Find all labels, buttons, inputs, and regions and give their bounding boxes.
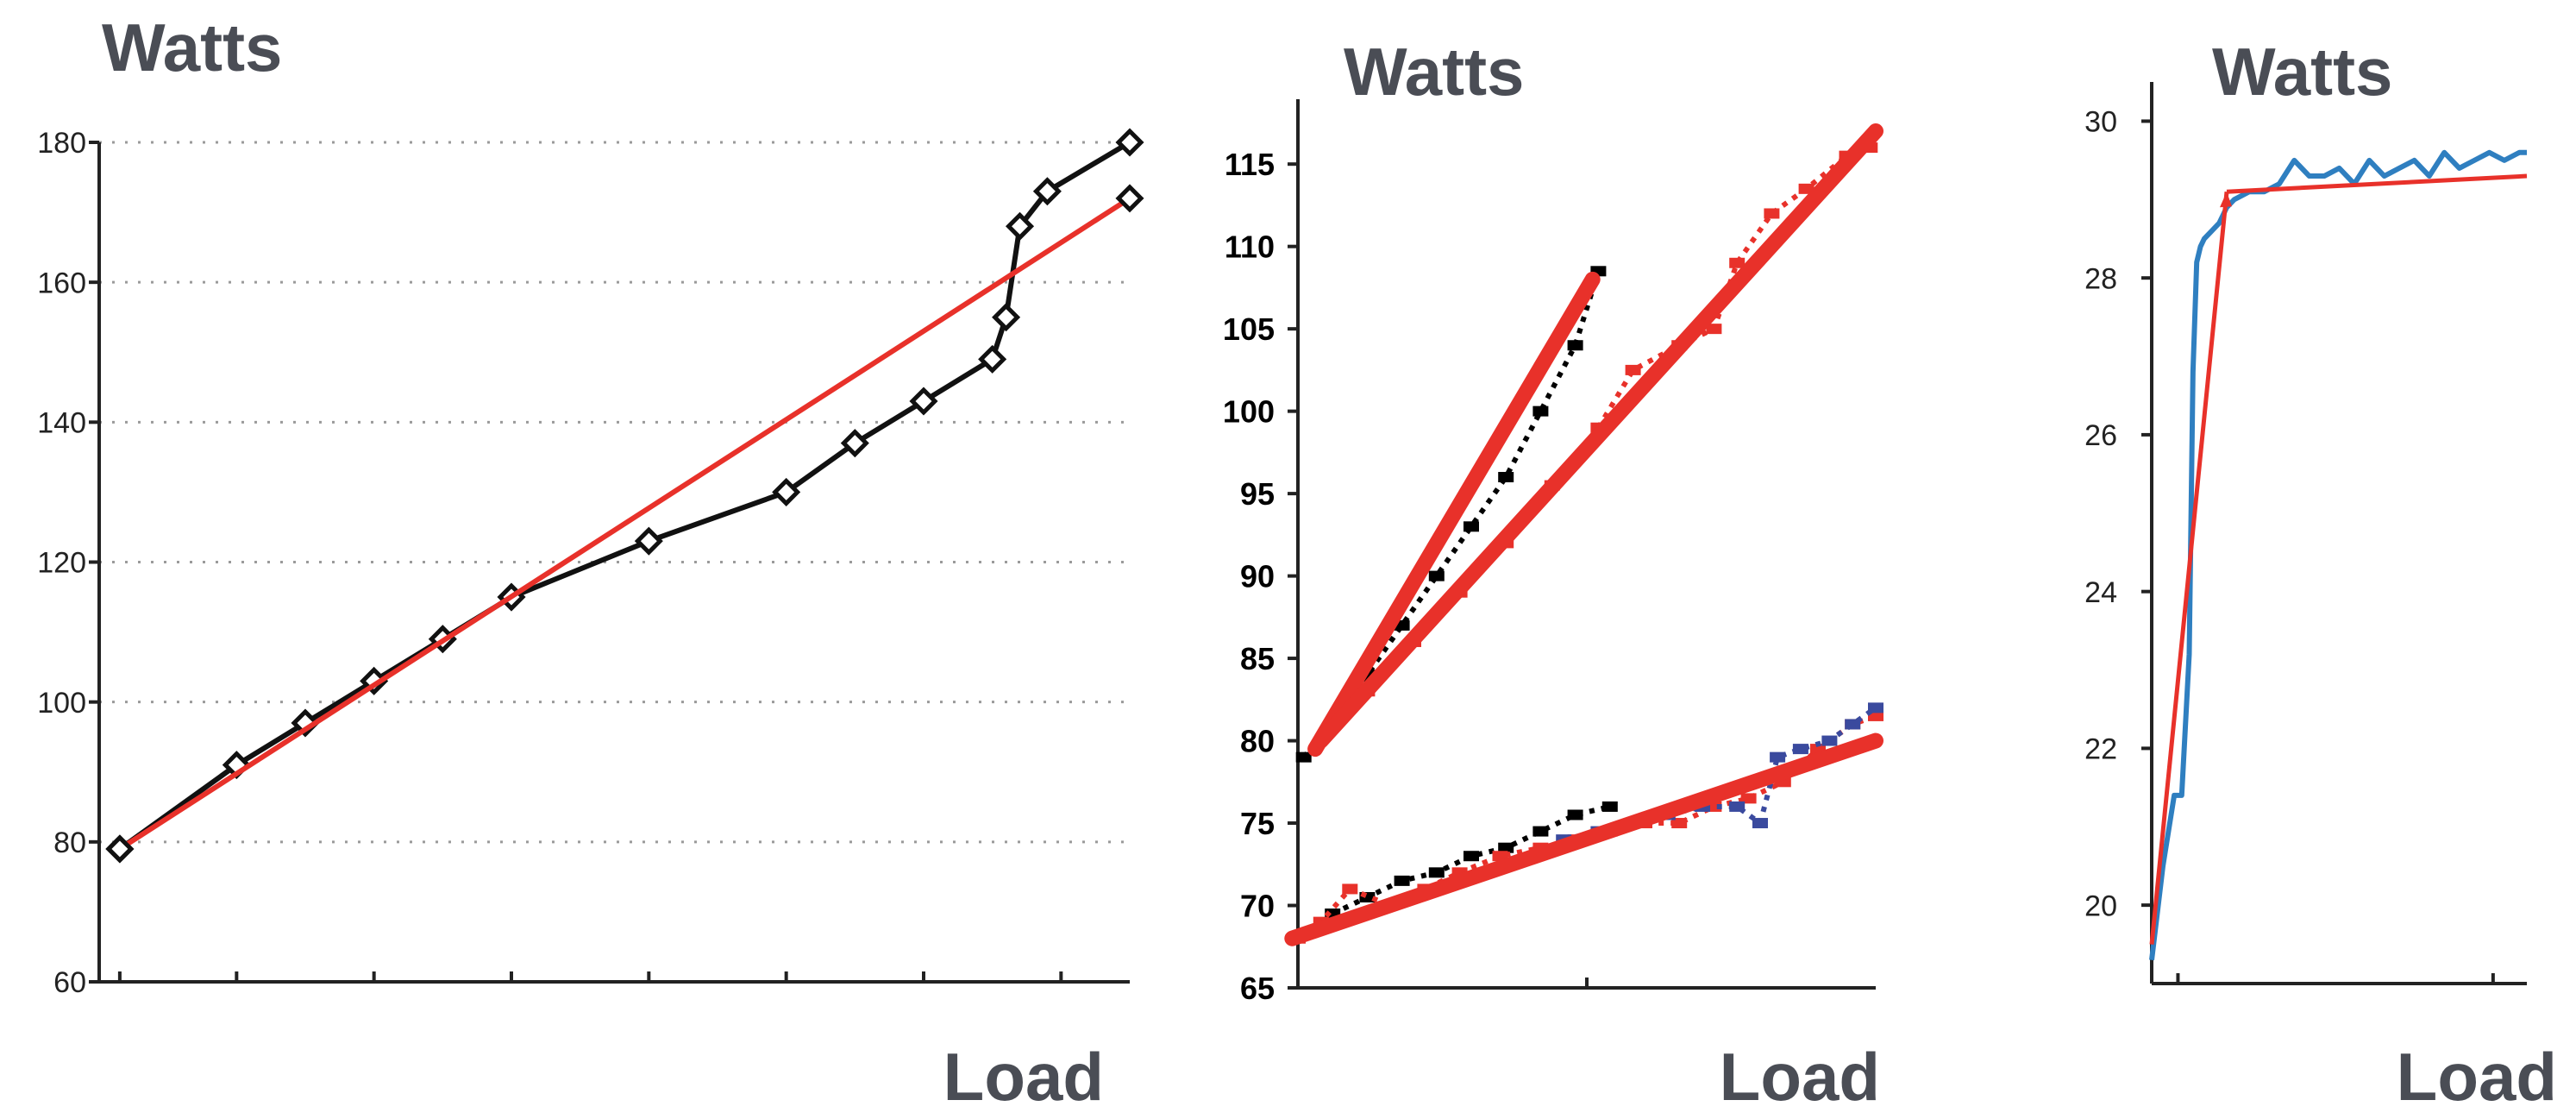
series-line-measured [118,196,1131,852]
data-point [1295,751,1312,763]
chart-2: 65 70 75 80 85 90 95 100 105 110 115 Watts Load [1223,34,1883,1115]
y-axis-title: Watts [2212,34,2392,110]
data-point [1394,875,1410,886]
y-tick-label: 28 [2084,262,2117,295]
data-point [1671,818,1688,829]
y-tick-label: 110 [1225,229,1275,265]
y-tick-label: 65 [1240,971,1275,1006]
data-point [1342,883,1358,895]
data-point-diamond [772,477,801,506]
data-point-diamond [1115,128,1144,157]
data-point [1868,702,1883,714]
x-axis-title: Load [943,1039,1104,1115]
data-point-diamond [992,303,1021,332]
y-tick-label: 80 [1240,724,1275,759]
y-tick-label: 24 [2084,576,2117,609]
data-point [1770,751,1786,763]
data-point [1764,208,1780,219]
y-tick-label: 180 [37,127,86,160]
y-tick-label: 160 [37,267,86,299]
data-point-diamond [1005,211,1035,241]
y-tick-label: 60 [53,966,86,999]
data-point [1428,867,1445,878]
data-point [1798,183,1814,194]
y-tick-label: 70 [1240,888,1275,923]
data-point [1601,801,1618,812]
data-point [1729,801,1746,812]
series-trace-lower-blue [1563,705,1877,843]
y-tick-label: 26 [2084,419,2117,452]
y-tick-label: 75 [1240,806,1275,841]
x-axis-title: Load [1720,1039,1880,1115]
y-axis-title: Watts [1344,34,1524,110]
data-point [1567,809,1583,820]
series-trace-lower-black [1331,804,1611,916]
data-point-diamond [909,387,938,416]
y-tick-label: 90 [1240,559,1275,594]
data-point [1845,719,1861,730]
data-point [1532,405,1549,417]
series-trace-upper-red [1331,145,1871,726]
data-point-diamond [840,429,869,458]
data-point [1463,851,1479,862]
series-line-measured [2149,149,2527,961]
data-point [1498,842,1514,853]
data-point [1821,735,1838,746]
y-tick-label: 105 [1223,311,1275,347]
data-point [1428,570,1445,582]
data-point [1532,826,1549,837]
y-axis-title: Watts [102,9,282,85]
data-point [1752,818,1768,829]
fit-line [1284,732,1883,946]
data-point-diamond [634,526,663,556]
series-line-measured [118,140,1131,852]
data-point-diamond [1032,177,1062,206]
y-tick-label: 30 [2084,106,2117,139]
y-tick-label: 20 [2084,890,2117,922]
y-tick-label: 85 [1240,641,1275,676]
data-point [1706,324,1722,335]
data-point [1729,257,1746,268]
fit-line [1313,123,1883,749]
y-tick-label: 100 [1223,394,1275,430]
fit-line [2226,173,2528,194]
data-point [1567,340,1583,351]
y-tick-label: 120 [37,547,86,580]
data-point [1792,744,1808,755]
x-axis-title: Load [2397,1039,2557,1115]
data-point [1740,793,1757,804]
y-tick-label: 140 [37,407,86,440]
fit-arrowhead [2220,192,2232,208]
y-tick-label: 100 [37,687,86,720]
fit-line [2149,191,2229,945]
data-point-diamond [105,834,135,864]
data-point [1463,521,1479,532]
y-tick-label: 22 [2084,733,2117,766]
fit-line [1307,271,1601,758]
chart-1: 60 80 100 120 140 160 180 Watts Load [37,9,1144,1115]
y-tick-label: 115 [1225,147,1275,182]
data-point-diamond [978,344,1007,374]
data-point [1625,364,1641,375]
data-point-diamond [1115,184,1144,213]
y-tick-label: 80 [53,827,86,859]
chart-3: 20 22 24 26 28 30 Watts Load [2084,34,2557,1115]
data-point [1498,472,1514,483]
y-tick-label: 95 [1240,476,1275,512]
